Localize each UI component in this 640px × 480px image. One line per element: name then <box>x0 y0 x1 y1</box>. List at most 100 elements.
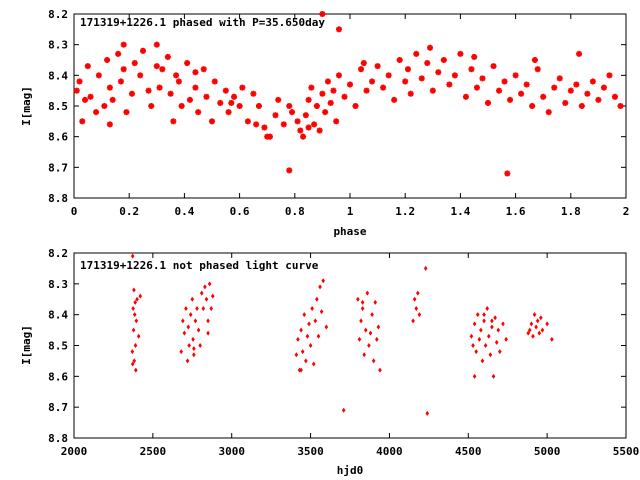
data-point <box>578 103 585 109</box>
data-point <box>373 299 378 305</box>
x-tick-label: 5500 <box>613 445 640 458</box>
data-point <box>289 109 296 116</box>
x-tick-label: 1 <box>347 205 354 218</box>
y-tick-label: 8.3 <box>48 278 68 291</box>
data-point <box>198 343 202 348</box>
data-point <box>368 330 373 336</box>
data-point <box>73 87 80 94</box>
data-point <box>84 63 91 70</box>
data-point <box>424 60 431 67</box>
data-point <box>316 127 323 134</box>
data-point <box>286 103 293 109</box>
data-point <box>115 50 122 57</box>
data-point <box>131 306 135 311</box>
data-point <box>310 306 314 311</box>
data-point <box>335 26 342 33</box>
data-point <box>159 66 166 73</box>
data-point <box>341 407 346 413</box>
data-point <box>200 66 207 73</box>
data-point <box>308 84 315 91</box>
data-point <box>217 99 224 106</box>
data-point <box>341 93 348 100</box>
data-point <box>567 87 574 94</box>
data-point <box>363 87 370 94</box>
data-point <box>134 318 139 324</box>
x-tick-label: 0 <box>71 205 78 218</box>
data-point <box>296 336 300 342</box>
plot-frame-top <box>73 13 627 199</box>
data-point <box>479 75 486 82</box>
data-point <box>490 63 497 70</box>
data-point <box>211 78 218 85</box>
x-tick-label: 1.2 <box>395 205 415 218</box>
data-point <box>188 312 193 318</box>
data-point <box>589 78 596 85</box>
data-point <box>128 90 135 97</box>
y-tick-label: 8.4 <box>48 69 68 82</box>
data-point <box>479 327 483 333</box>
data-point <box>457 50 464 57</box>
data-point <box>192 352 196 358</box>
data-point <box>272 112 279 119</box>
data-point <box>551 84 558 91</box>
data-point <box>280 121 287 128</box>
data-point <box>359 318 363 324</box>
data-point <box>534 324 538 330</box>
y-tick-label: 8.7 <box>48 401 68 414</box>
data-point <box>425 410 430 416</box>
data-point <box>203 284 207 290</box>
x-tick-label: 1.6 <box>506 205 526 218</box>
data-point <box>207 281 212 287</box>
data-point <box>130 253 135 259</box>
data-point <box>360 306 365 311</box>
data-point <box>190 296 195 302</box>
data-point <box>175 78 182 85</box>
data-point <box>473 84 480 91</box>
data-point <box>250 90 257 97</box>
data-point <box>385 72 392 79</box>
data-point <box>358 66 365 73</box>
data-point <box>164 53 171 60</box>
data-point <box>231 93 238 100</box>
data-point <box>576 50 583 57</box>
data-point <box>527 327 532 333</box>
data-point <box>374 63 381 70</box>
data-point <box>532 312 537 318</box>
data-point <box>498 349 502 355</box>
data-point <box>255 103 262 109</box>
data-point <box>330 87 337 94</box>
x-tick-label: 2 <box>623 205 630 218</box>
data-point <box>360 299 365 305</box>
data-point <box>138 293 143 299</box>
data-point <box>471 343 475 348</box>
data-point <box>531 333 535 339</box>
x-tick-label: 4000 <box>376 445 403 458</box>
data-point <box>540 93 547 100</box>
data-point <box>413 50 420 57</box>
data-point <box>87 93 94 100</box>
x-tick-label: 0.4 <box>174 205 194 218</box>
data-point <box>300 349 305 355</box>
data-point <box>411 318 415 324</box>
data-point <box>299 367 303 373</box>
data-point <box>184 306 188 311</box>
data-point <box>324 324 329 330</box>
data-point <box>529 103 536 109</box>
data-point <box>468 66 475 73</box>
data-points-bottom <box>130 253 554 416</box>
y-axis-label-top: I[mag] <box>20 86 33 126</box>
data-point <box>316 333 321 339</box>
data-point <box>474 349 478 355</box>
data-point <box>239 84 246 91</box>
data-point <box>396 57 403 63</box>
chart-title-top: 171319+1226.1 phased with P=35.650day <box>80 16 325 29</box>
data-point <box>333 118 340 125</box>
data-point <box>418 75 425 82</box>
data-point <box>305 124 312 131</box>
data-point <box>319 11 326 17</box>
data-point <box>371 358 376 364</box>
data-point <box>228 99 235 106</box>
data-point <box>472 373 477 379</box>
data-point <box>493 315 497 321</box>
data-point <box>209 118 215 125</box>
